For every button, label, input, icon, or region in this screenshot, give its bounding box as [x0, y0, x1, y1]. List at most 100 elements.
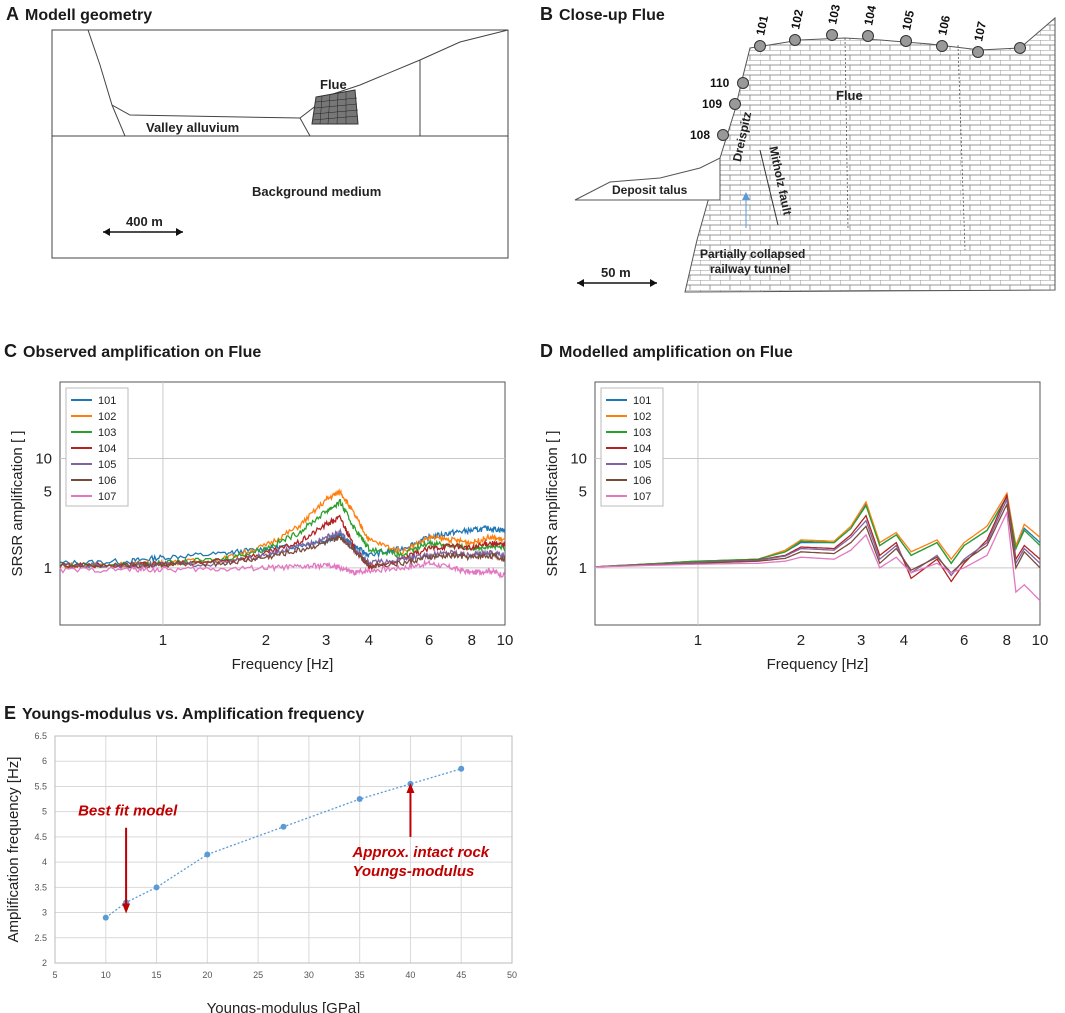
- x-tick-label: 4: [900, 632, 908, 649]
- y-axis-label: SRSR amplification [ ]: [9, 431, 26, 577]
- tunnel-label-line2: railway tunnel: [710, 262, 791, 276]
- x-axis-label: Youngs-modulus [GPa]: [207, 1000, 361, 1013]
- panel-d-letter: D: [540, 341, 553, 361]
- x-axis-label: Frequency [Hz]: [232, 656, 334, 673]
- panel-d-title: D Modelled amplification on Flue: [540, 341, 793, 362]
- tunnel-label-line1: Partially collapsed: [700, 247, 806, 261]
- y-tick-label: 3.5: [34, 882, 47, 892]
- x-tick-label: 25: [253, 970, 263, 980]
- panel-e-letter: E: [4, 703, 17, 723]
- y-tick-label: 5: [44, 483, 52, 500]
- series-line-104: [59, 514, 506, 572]
- panel-e-title: E Youngs-modulus vs. Amplification freque…: [4, 703, 364, 724]
- y-tick-label: 5.5: [34, 781, 47, 791]
- data-point: [280, 823, 287, 830]
- series-line-105: [594, 497, 1041, 577]
- y-tick-label: 10: [570, 450, 587, 467]
- flue-hatching: [312, 92, 359, 125]
- legend-label-106: 106: [633, 475, 651, 487]
- x-tick-label: 5: [52, 970, 57, 980]
- station-marker-107: [972, 46, 984, 58]
- legend-label-106: 106: [98, 475, 116, 487]
- y-tick-label: 6.5: [34, 731, 47, 741]
- legend-label-103: 103: [98, 427, 116, 439]
- legend-label-104: 104: [633, 443, 651, 455]
- data-point: [356, 796, 363, 803]
- tunnel-arrow-head: [742, 192, 750, 200]
- y-tick-label: 1: [579, 560, 587, 577]
- station-marker-106: [936, 40, 948, 52]
- y-tick-label: 4.5: [34, 832, 47, 842]
- series-line-107: [594, 510, 1041, 602]
- panel-d-title-text: Modelled amplification on Flue: [559, 344, 793, 361]
- panel-a-title: A Modell geometry: [6, 4, 152, 25]
- station-label-102: 102: [788, 8, 806, 31]
- scale-b-arrow-left: [577, 279, 584, 287]
- x-tick-label: 50: [507, 970, 517, 980]
- y-tick-label: 10: [35, 450, 52, 467]
- station-marker-103: [826, 29, 838, 41]
- station-marker-108: [717, 129, 729, 141]
- legend-label-102: 102: [633, 411, 651, 423]
- scale-arrow-left: [103, 228, 110, 236]
- legend-label-105: 105: [98, 459, 116, 471]
- station-marker-104: [862, 30, 874, 42]
- data-point: [204, 851, 211, 858]
- station-markers: 101 102 103 104 105 106 107 108 109 110: [690, 3, 1026, 142]
- legend-label-104: 104: [98, 443, 116, 455]
- x-axis-label: Frequency [Hz]: [767, 656, 869, 673]
- panel-e-title-text: Youngs-modulus vs. Amplification frequen…: [22, 706, 365, 723]
- data-point: [458, 765, 465, 772]
- station-label-110: 110: [710, 76, 730, 90]
- closeup-flue-label: Flue: [836, 88, 863, 103]
- station-label-109: 109: [702, 97, 722, 111]
- x-tick-label: 1: [694, 632, 702, 649]
- flue-block: [311, 89, 359, 125]
- x-tick-label: 10: [497, 632, 514, 649]
- station-label-101: 101: [753, 14, 771, 37]
- series-line-106: [594, 502, 1041, 574]
- plot-area-e: [54, 735, 513, 964]
- panel-b-letter: B: [540, 4, 553, 24]
- mitholz-fault-line: [759, 149, 779, 226]
- series-line-102: [59, 487, 506, 569]
- panel-b-title: B Close-up Flue: [540, 4, 665, 25]
- background-medium-label: Background medium: [252, 184, 382, 199]
- panel-b-title-text: Close-up Flue: [559, 7, 665, 24]
- y-axis-label: SRSR amplification [ ]: [544, 431, 561, 577]
- legend-label-105: 105: [633, 459, 651, 471]
- panel-c-title: C Observed amplification on Flue: [4, 341, 261, 362]
- series-line-106: [59, 535, 506, 570]
- panel-a-title-text: Modell geometry: [25, 7, 153, 24]
- legend-label-103: 103: [633, 427, 651, 439]
- panel-a-letter: A: [6, 4, 19, 24]
- station-marker-102: [789, 34, 801, 46]
- y-tick-label: 5: [579, 483, 587, 500]
- x-tick-label: 45: [456, 970, 466, 980]
- legend-label-101: 101: [633, 395, 651, 407]
- x-tick-label: 8: [468, 632, 476, 649]
- x-tick-label: 6: [960, 632, 968, 649]
- station-marker-110: [737, 77, 749, 89]
- y-axis-label: Amplification frequency [Hz]: [5, 757, 22, 943]
- x-tick-label: 4: [365, 632, 373, 649]
- plot-area: [59, 381, 506, 626]
- legend-label-107: 107: [98, 491, 116, 503]
- x-tick-label: 15: [152, 970, 162, 980]
- panel-c-letter: C: [4, 341, 17, 361]
- geometry-diagram: [51, 29, 509, 259]
- y-tick-label: 2.5: [34, 933, 47, 943]
- annotation-intact-line2: Youngs-modulus: [352, 863, 474, 880]
- deposit-talus-label: Deposit talus: [612, 183, 688, 197]
- legend-label-101: 101: [98, 395, 116, 407]
- x-tick-label: 20: [202, 970, 212, 980]
- geometry-frame: [51, 29, 509, 259]
- panel-c-title-text: Observed amplification on Flue: [23, 344, 262, 361]
- x-tick-label: 30: [304, 970, 314, 980]
- data-point: [153, 884, 160, 891]
- data-point: [102, 914, 109, 921]
- closeup-diagram: 101 102 103 104 105 106 107 108 109 110: [574, 3, 1056, 293]
- y-tick-label: 4: [42, 857, 47, 867]
- y-tick-label: 2: [42, 958, 47, 968]
